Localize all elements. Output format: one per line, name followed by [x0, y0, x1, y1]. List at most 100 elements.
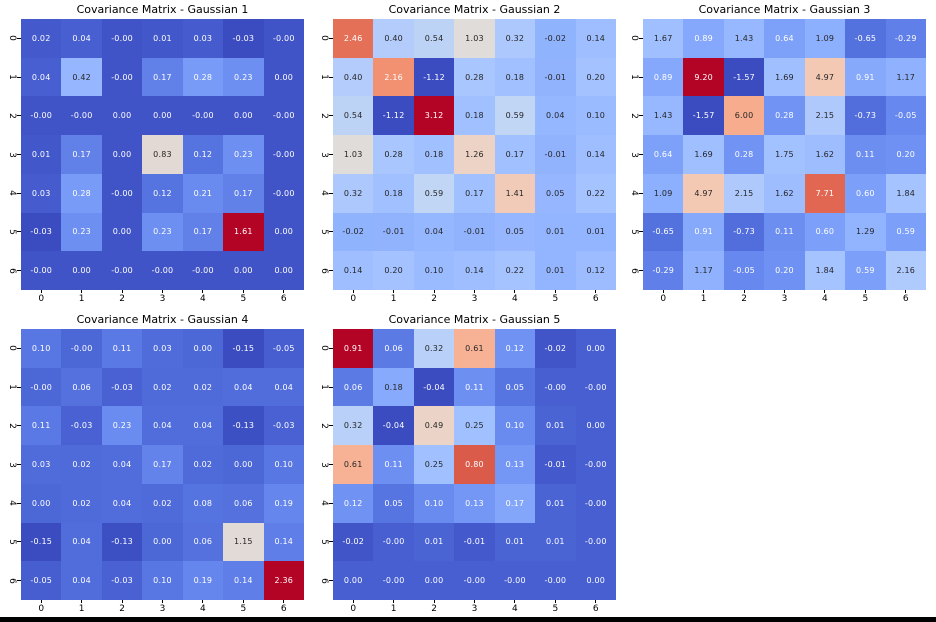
y-tick-mark — [17, 270, 21, 272]
heatmap-cell: -0.01 — [535, 57, 576, 97]
x-tick-mark — [202, 290, 204, 293]
heatmap-cell: 1.41 — [494, 173, 536, 213]
heatmap-cell: 1.17 — [683, 251, 724, 290]
y-tick-mark — [17, 37, 21, 39]
y-tick-label: 1 — [0, 368, 21, 407]
heatmap-cell: 0.17 — [494, 483, 536, 523]
heatmap-cell: 0.13 — [454, 483, 495, 523]
y-tick-mark — [329, 425, 333, 427]
x-tick-mark — [283, 600, 285, 603]
heatmap-cell: 9.20 — [683, 57, 724, 97]
heatmap-cell: 0.04 — [182, 406, 224, 446]
heatmap-cell: 0.17 — [223, 173, 264, 213]
heatmap-cell: -0.05 — [21, 561, 62, 600]
heatmap-cell: -0.73 — [845, 96, 886, 136]
heatmap-cell: 0.17 — [61, 135, 102, 174]
x-tick-label: 4 — [495, 290, 535, 307]
heatmap-cell: 0.14 — [333, 251, 374, 290]
heatmap-cell: 0.00 — [142, 522, 183, 562]
x-tick-label: 0 — [21, 600, 61, 617]
heatmap-cell: 0.04 — [263, 367, 304, 407]
heatmap-cell: 0.06 — [223, 483, 264, 523]
y-tick-label: 0 — [0, 329, 21, 368]
heatmap-cell: 1.69 — [764, 57, 805, 97]
heatmap-cell: 0.00 — [223, 96, 264, 136]
heatmap-cell: 0.18 — [494, 57, 536, 97]
y-tick-label: 3 — [312, 445, 333, 484]
y-tick-label: 6 — [622, 251, 643, 290]
heatmap-cell: 0.49 — [413, 406, 455, 446]
y-tick-mark — [17, 425, 21, 427]
x-tick-label: 3 — [764, 290, 804, 307]
heatmap-cell: -0.29 — [885, 19, 926, 58]
heatmap-cell: 0.02 — [21, 19, 62, 58]
x-tick-mark — [743, 290, 745, 293]
x-tick-label: 6 — [576, 600, 616, 617]
heatmap-cell: -1.12 — [413, 57, 455, 97]
heatmap-cell: 0.18 — [413, 135, 455, 174]
heatmap-cell: -0.02 — [333, 212, 374, 252]
heatmap-cell: -0.00 — [182, 251, 224, 290]
heatmap-cell: -0.00 — [263, 19, 304, 58]
heatmap-cell: -0.00 — [21, 367, 62, 407]
x-tick-mark — [433, 600, 435, 603]
heatmap-cell: 0.04 — [61, 522, 102, 562]
x-tick-label: 1 — [683, 290, 723, 307]
bottom-border-bar — [0, 617, 936, 622]
x-tick-mark — [81, 600, 83, 603]
x-tick-label: 5 — [223, 600, 263, 617]
heatmap-cell: 2.15 — [804, 96, 846, 136]
heatmap-cell: -0.00 — [373, 561, 414, 600]
plot-title: Covariance Matrix - Gaussian 4 — [76, 313, 249, 326]
heatmap-cell: 0.14 — [575, 135, 616, 174]
x-tick-label: 6 — [264, 600, 304, 617]
heatmap-cell: 0.10 — [575, 96, 616, 136]
heatmap-cell: 1.62 — [764, 173, 805, 213]
heatmap-cell: -0.00 — [263, 135, 304, 174]
heatmap-cell: 0.25 — [454, 406, 495, 446]
heatmap-cell: 0.01 — [535, 212, 576, 252]
heatmap-cell: 0.00 — [575, 561, 616, 600]
heatmap-cell: 0.04 — [61, 561, 102, 600]
heatmap-cell: -1.57 — [723, 57, 765, 97]
x-tick-label: 0 — [21, 290, 61, 307]
heatmap-cell: 0.28 — [723, 135, 765, 174]
heatmap-cell: 0.28 — [182, 57, 224, 97]
y-tick-label: 6 — [312, 251, 333, 290]
y-tick-label: 6 — [0, 561, 21, 600]
x-tick-label: 4 — [183, 600, 223, 617]
heatmap-cell: 0.83 — [142, 135, 183, 174]
heatmap-cell: 0.08 — [182, 483, 224, 523]
y-tick-mark — [17, 502, 21, 504]
y-tick-label: 0 — [312, 329, 333, 368]
heatmap-cell: 0.01 — [21, 135, 62, 174]
heatmap-cell: -0.02 — [535, 329, 576, 368]
y-tick-label: 1 — [622, 58, 643, 97]
heatmap-cell: 0.17 — [142, 445, 183, 484]
heatmap-cell: 0.18 — [454, 96, 495, 136]
x-tick-label: 2 — [724, 290, 764, 307]
x-tick-label: 4 — [495, 600, 535, 617]
plot-title: Covariance Matrix - Gaussian 3 — [698, 3, 871, 16]
heatmap-cell: 0.04 — [101, 483, 143, 523]
heatmap-cell: -0.05 — [885, 96, 926, 136]
y-tick-mark — [639, 192, 643, 194]
y-tick-mark — [17, 464, 21, 466]
x-tick-mark — [81, 290, 83, 293]
heatmap-cell: 0.01 — [535, 406, 576, 446]
x-tick-mark — [473, 290, 475, 293]
x-tick-mark — [161, 600, 163, 603]
heatmap-cell: 0.00 — [223, 445, 264, 484]
heatmap-cell: 0.20 — [885, 135, 926, 174]
y-tick-mark — [17, 386, 21, 388]
y-tick-mark — [329, 347, 333, 349]
y-tick-label: 4 — [622, 174, 643, 213]
heatmap-cell: 0.23 — [223, 57, 264, 97]
x-tick-mark — [242, 600, 244, 603]
heatmap-cell: 0.03 — [21, 173, 62, 213]
x-tick-mark — [40, 600, 42, 603]
heatmap-cell: 0.00 — [575, 329, 616, 368]
